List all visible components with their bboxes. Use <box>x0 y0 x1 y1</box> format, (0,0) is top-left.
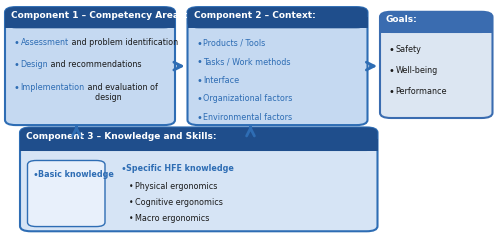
Bar <box>188 17 368 28</box>
FancyBboxPatch shape <box>380 12 492 33</box>
Bar <box>20 139 378 151</box>
Text: •: • <box>389 66 395 76</box>
Text: Environmental factors: Environmental factors <box>203 113 292 122</box>
Text: •: • <box>129 182 134 191</box>
Text: and problem identification: and problem identification <box>68 38 178 47</box>
Text: Component 2 – Context:: Component 2 – Context: <box>194 11 316 20</box>
Text: •: • <box>14 83 20 93</box>
Text: •: • <box>389 45 395 55</box>
Text: •: • <box>32 170 38 180</box>
Text: Component 1 – Competency Areas:: Component 1 – Competency Areas: <box>11 11 188 20</box>
FancyBboxPatch shape <box>188 7 368 125</box>
Bar <box>5 17 175 28</box>
Text: Component 3 – Knowledge and Skills:: Component 3 – Knowledge and Skills: <box>26 132 216 141</box>
Text: Safety: Safety <box>396 45 421 54</box>
Text: Well-being: Well-being <box>396 66 438 75</box>
Text: Specific HFE knowledge: Specific HFE knowledge <box>126 164 234 173</box>
Text: Cognitive ergonomics: Cognitive ergonomics <box>135 198 223 207</box>
Text: •: • <box>196 94 202 104</box>
Text: Assessment: Assessment <box>20 38 68 47</box>
FancyBboxPatch shape <box>380 12 492 118</box>
Text: Goals:: Goals: <box>386 15 418 24</box>
Text: Macro ergonomics: Macro ergonomics <box>135 214 210 223</box>
Text: Implementation: Implementation <box>20 83 84 92</box>
Text: •: • <box>129 214 134 223</box>
Text: Products / Tools: Products / Tools <box>203 39 265 48</box>
Text: Basic knowledge: Basic knowledge <box>38 170 115 179</box>
FancyBboxPatch shape <box>20 127 378 151</box>
Text: •: • <box>14 38 20 48</box>
Text: Performance: Performance <box>396 87 447 96</box>
Text: •: • <box>196 39 202 49</box>
Text: and evaluation of
    design: and evaluation of design <box>84 83 158 102</box>
Text: Physical ergonomics: Physical ergonomics <box>135 182 218 191</box>
Text: •: • <box>196 113 202 122</box>
Text: •: • <box>196 76 202 86</box>
Text: •: • <box>389 87 395 97</box>
Text: Interface: Interface <box>203 76 239 85</box>
Text: Organizational factors: Organizational factors <box>203 94 292 103</box>
FancyBboxPatch shape <box>5 7 175 28</box>
Text: •: • <box>120 164 126 174</box>
Text: •: • <box>129 198 134 207</box>
FancyBboxPatch shape <box>28 160 105 227</box>
Text: Tasks / Work methods: Tasks / Work methods <box>203 57 290 66</box>
FancyBboxPatch shape <box>20 127 378 231</box>
Text: •: • <box>196 57 202 67</box>
Text: Design: Design <box>20 60 48 69</box>
Text: and recommendations: and recommendations <box>48 60 142 69</box>
FancyBboxPatch shape <box>188 7 368 28</box>
FancyBboxPatch shape <box>5 7 175 125</box>
Bar <box>380 21 492 33</box>
Text: •: • <box>14 60 20 70</box>
